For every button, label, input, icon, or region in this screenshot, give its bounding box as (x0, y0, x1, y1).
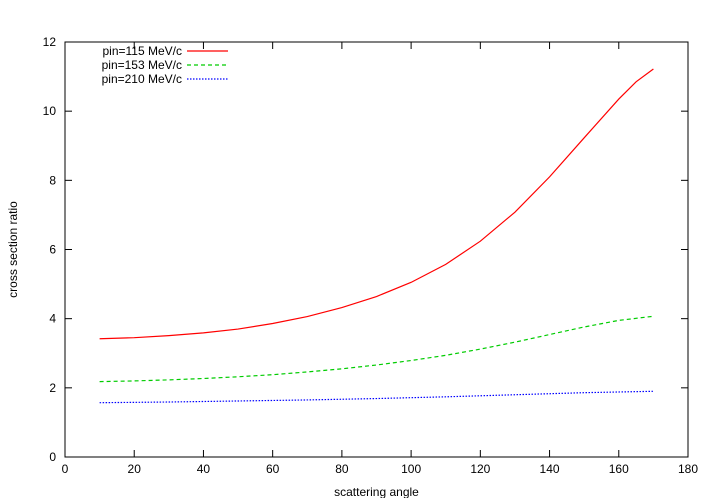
legend-label-3: pin=210 MeV/c (102, 72, 182, 86)
y-tick-label: 2 (49, 381, 56, 395)
x-tick-label: 80 (335, 462, 349, 476)
y-tick-label: 8 (49, 173, 56, 187)
x-tick-label: 120 (470, 462, 490, 476)
legend-label-2: pin=153 MeV/c (102, 58, 182, 72)
x-tick-label: 140 (540, 462, 560, 476)
legend-label-1: pin=115 MeV/c (103, 44, 183, 58)
ticks (64, 41, 689, 458)
x-tick-label: 100 (401, 462, 421, 476)
x-tick-label: 0 (62, 462, 69, 476)
y-axis-title: cross section ratio (6, 201, 20, 298)
plot-frame (64, 41, 689, 458)
x-axis-title: scattering angle (334, 485, 419, 498)
x-tick-label: 160 (609, 462, 629, 476)
y-tick-label: 6 (49, 243, 56, 257)
y-tick-label: 0 (49, 450, 56, 464)
x-tick-label: 20 (128, 462, 142, 476)
series-line-3 (99, 390, 654, 404)
x-tick-label: 60 (266, 462, 280, 476)
series-layer (99, 68, 654, 404)
series-line-2 (99, 315, 654, 383)
series-line-1 (99, 68, 654, 340)
y-tick-label: 4 (49, 312, 56, 326)
x-tick-label: 40 (197, 462, 211, 476)
x-tick-label: 180 (678, 462, 698, 476)
y-tick-label: 10 (43, 104, 57, 118)
y-tick-label: 12 (43, 35, 57, 49)
tick-labels: 0 20 40 60 80 100 120 140 160 180 0 2 4 6 8 10 12 (43, 35, 699, 476)
